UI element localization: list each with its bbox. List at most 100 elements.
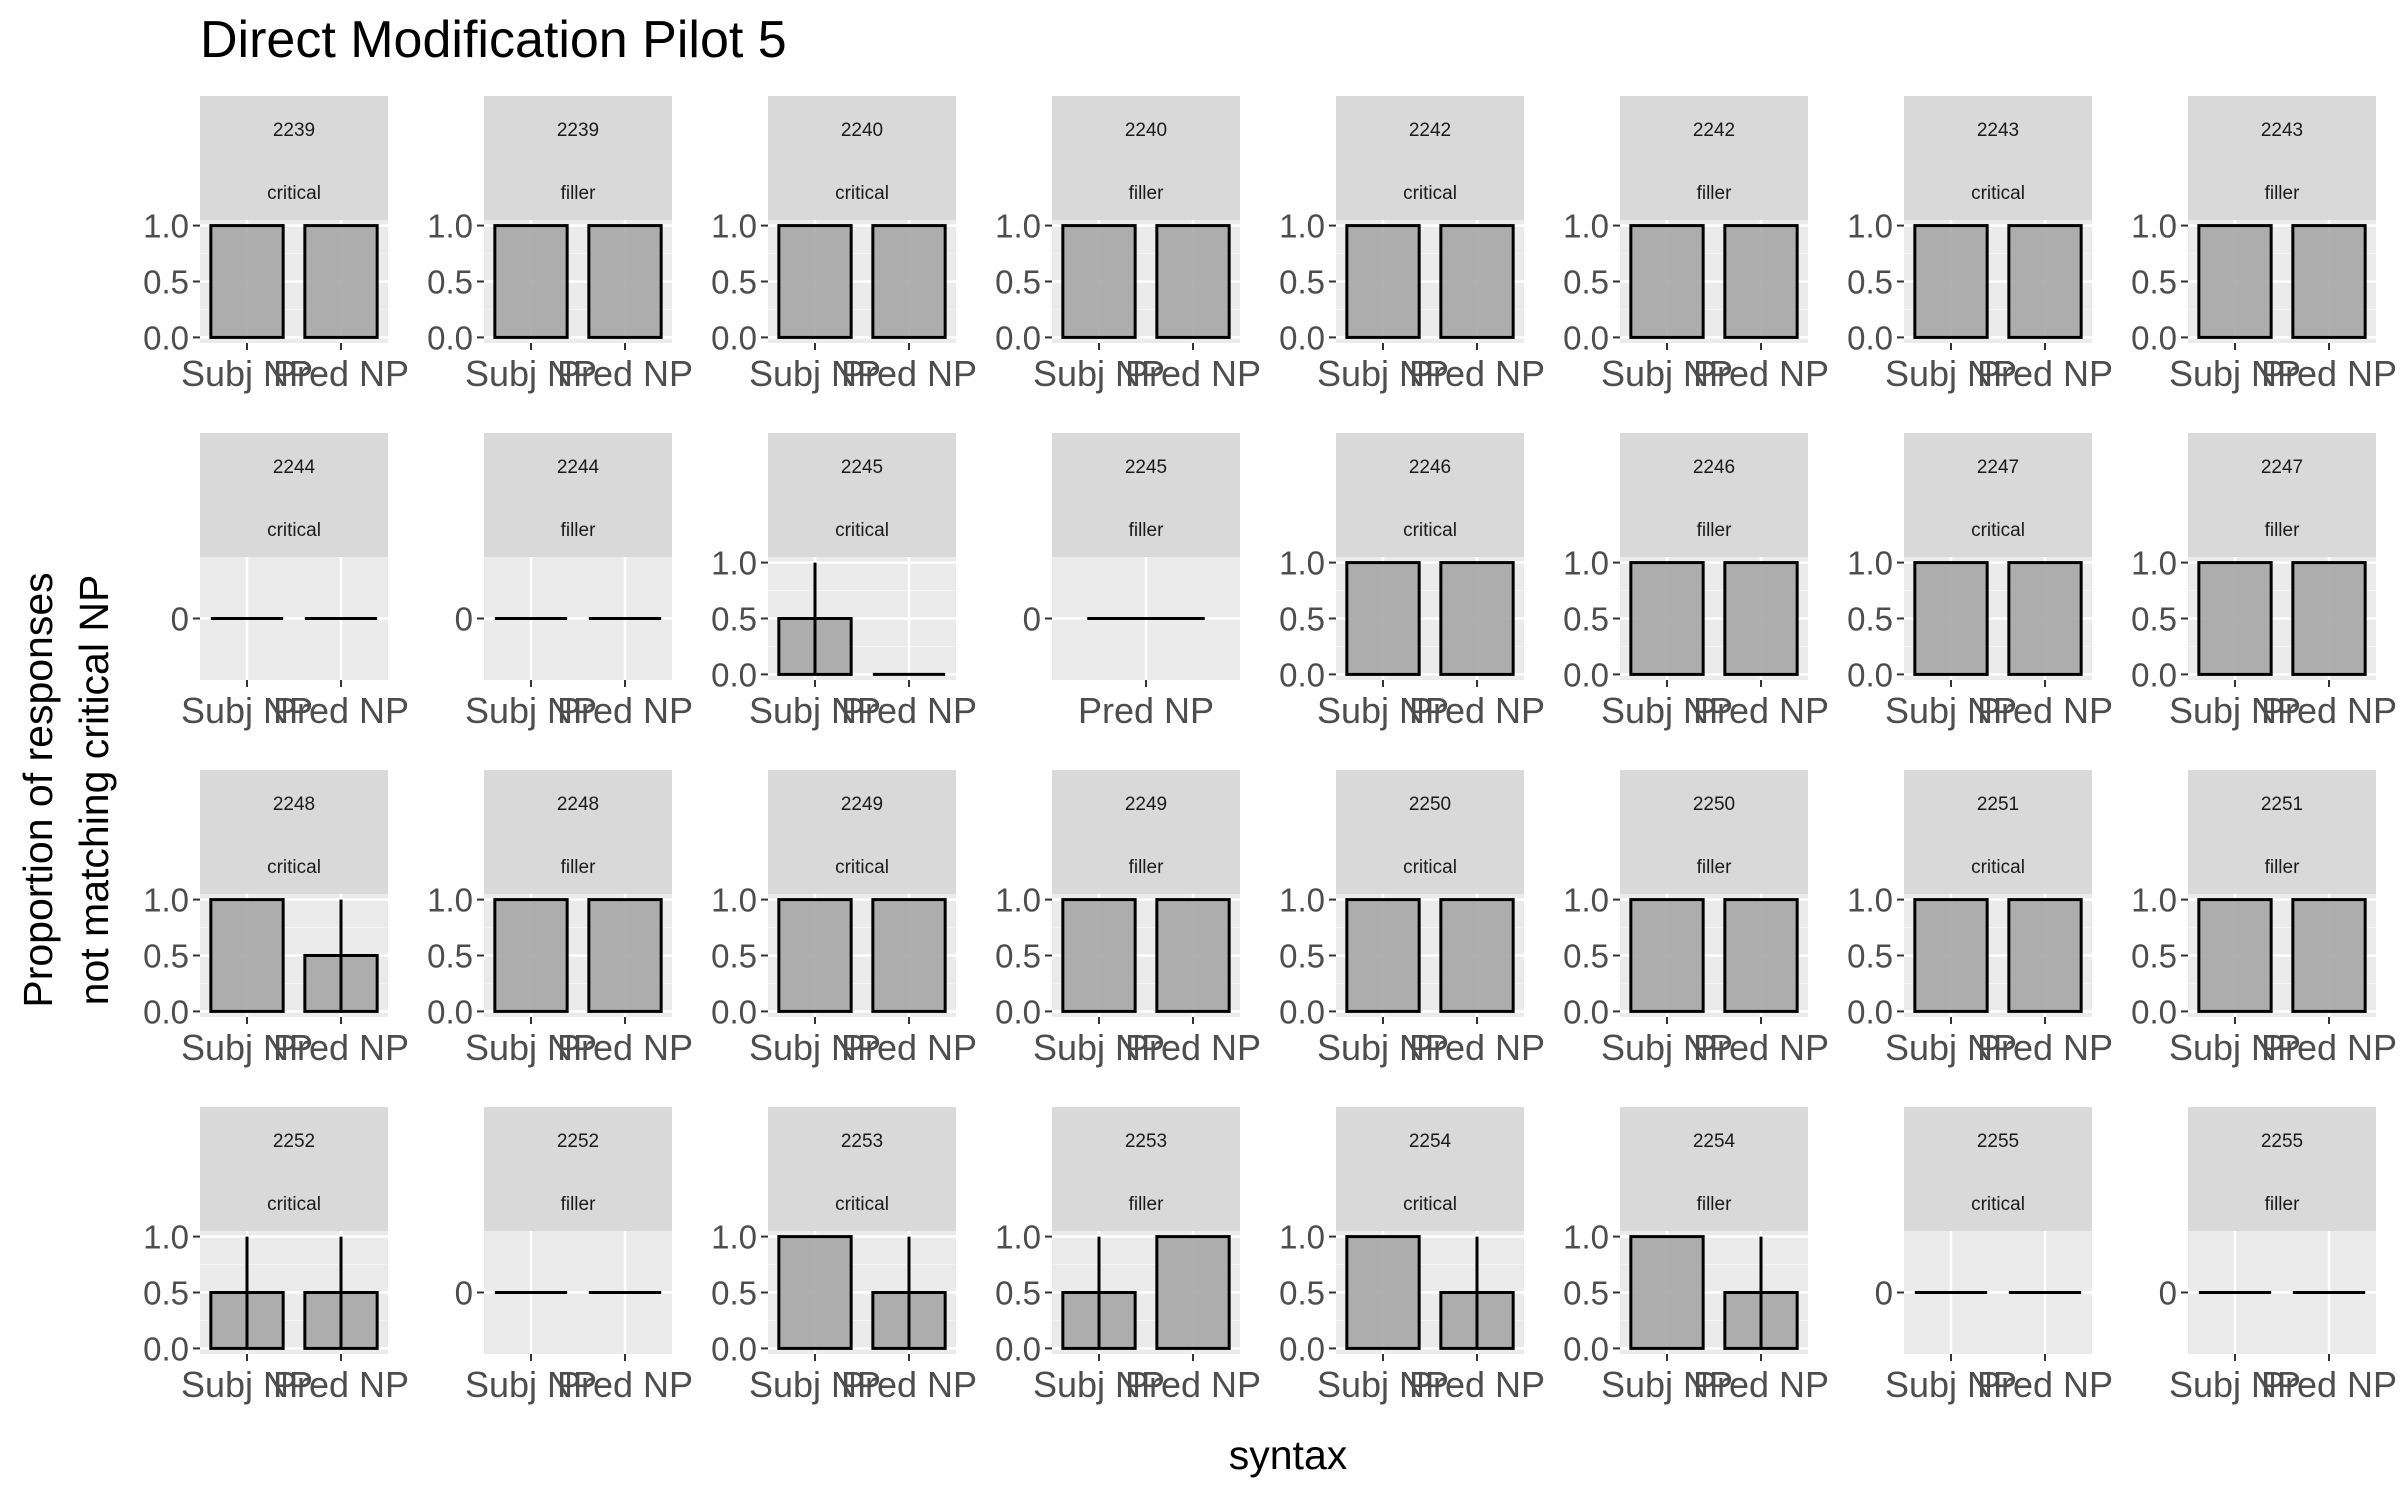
- bar: [2291, 898, 2367, 1013]
- y-tick-label: 0: [1023, 601, 1041, 638]
- facet-strip: [484, 770, 672, 894]
- facet-strip-item-label: 2251: [2261, 794, 2303, 815]
- facet-strip-condition-label: filler: [1697, 520, 1733, 541]
- facet-strip-item-label: 2252: [273, 1131, 315, 1152]
- facet-strip-condition-label: critical: [835, 183, 889, 204]
- x-tick-label: Pred NP: [2261, 353, 2397, 394]
- y-tick-label: 0: [2159, 1275, 2177, 1312]
- y-tick-label: 1.0: [1847, 545, 1893, 582]
- x-tick-label: Pred NP: [273, 1027, 409, 1068]
- facet-strip: [1620, 96, 1808, 220]
- bar: [1913, 224, 1989, 339]
- x-tick-label: Pred NP: [273, 353, 409, 394]
- x-tick-label: Pred NP: [841, 690, 977, 731]
- y-tick-label: 0.0: [143, 993, 189, 1030]
- y-tick-label: 0.0: [1847, 993, 1893, 1030]
- facet-strip-item-label: 2239: [557, 120, 599, 141]
- bar: [1345, 224, 1421, 339]
- bar: [2007, 224, 2083, 339]
- y-tick-label: 0.5: [995, 264, 1041, 301]
- x-tick-label: Subj NP: [749, 1364, 881, 1405]
- x-tick-label: Subj NP: [1601, 353, 1733, 394]
- x-tick-label: Subj NP: [465, 1364, 597, 1405]
- facet-strip: [1904, 1107, 2092, 1231]
- bar: [587, 224, 663, 339]
- facet-strip: [200, 96, 388, 220]
- facet-strip-item-label: 2252: [557, 1131, 599, 1152]
- facet-strip: [1336, 433, 1524, 557]
- y-tick-label: 0.0: [1279, 319, 1325, 356]
- y-tick-label: 1.0: [1563, 208, 1609, 245]
- y-tick-label: 0.0: [427, 993, 473, 1030]
- facet-strip-item-label: 2242: [1409, 120, 1451, 141]
- y-tick-label: 0.0: [995, 1330, 1041, 1367]
- x-tick-label: Subj NP: [1885, 1364, 2017, 1405]
- facet-strip-condition-label: critical: [1971, 520, 2025, 541]
- y-tick-label: 0.5: [995, 1275, 1041, 1312]
- x-tick-label: Pred NP: [841, 1027, 977, 1068]
- bar: [1345, 1235, 1421, 1350]
- x-tick-label: Subj NP: [1317, 690, 1449, 731]
- bar: [493, 898, 569, 1013]
- y-tick-label: 0.5: [427, 938, 473, 975]
- facet-strip: [1620, 1107, 1808, 1231]
- x-tick-label: Subj NP: [181, 1027, 313, 1068]
- y-tick-label: 0.0: [2131, 319, 2177, 356]
- bar: [1061, 224, 1137, 339]
- y-tick-label: 1.0: [2131, 208, 2177, 245]
- facet-strip-item-label: 2243: [1977, 120, 2019, 141]
- bar: [1439, 224, 1515, 339]
- facet-strip-item-label: 2245: [841, 457, 883, 478]
- x-tick-label: Pred NP: [1977, 1364, 2113, 1405]
- facet-strip-item-label: 2251: [1977, 794, 2019, 815]
- y-tick-label: 0.0: [1563, 1330, 1609, 1367]
- bar: [209, 898, 285, 1013]
- bar: [2291, 561, 2367, 676]
- facet-strip-item-label: 2255: [2261, 1131, 2303, 1152]
- y-tick-label: 0.5: [995, 938, 1041, 975]
- x-tick-label: Pred NP: [1409, 1027, 1545, 1068]
- y-tick-label: 1.0: [1279, 545, 1325, 582]
- facet-strip-item-label: 2239: [273, 120, 315, 141]
- facet-strip: [1336, 770, 1524, 894]
- x-tick-label: Subj NP: [749, 353, 881, 394]
- y-tick-label: 1.0: [1279, 208, 1325, 245]
- x-tick-label: Subj NP: [2169, 1027, 2301, 1068]
- facet-strip-condition-label: filler: [1697, 183, 1733, 204]
- facet-strip: [484, 1107, 672, 1231]
- x-tick-label: Pred NP: [557, 353, 693, 394]
- bar: [2197, 224, 2273, 339]
- facet-strip-item-label: 2240: [841, 120, 883, 141]
- x-tick-label: Subj NP: [749, 690, 881, 731]
- facet-strip-item-label: 2250: [1409, 794, 1451, 815]
- x-tick-label: Pred NP: [557, 1027, 693, 1068]
- x-tick-label: Subj NP: [465, 1027, 597, 1068]
- facet-strip-item-label: 2254: [1409, 1131, 1452, 1152]
- facet-strip-item-label: 2247: [2261, 457, 2303, 478]
- y-tick-label: 0.0: [711, 656, 757, 693]
- x-tick-label: Pred NP: [1409, 1364, 1545, 1405]
- facet-strip-condition-label: critical: [1403, 1194, 1457, 1215]
- bar: [493, 224, 569, 339]
- x-tick-label: Subj NP: [1885, 353, 2017, 394]
- bar: [777, 224, 853, 339]
- facet-strip: [1336, 1107, 1524, 1231]
- bar: [209, 224, 285, 339]
- facet-strip-condition-label: critical: [267, 1194, 321, 1215]
- facet-strip-condition-label: filler: [2265, 1194, 2301, 1215]
- bar: [1913, 561, 1989, 676]
- y-tick-label: 0.0: [995, 319, 1041, 356]
- x-tick-label: Pred NP: [841, 353, 977, 394]
- y-tick-label: 0.5: [143, 1275, 189, 1312]
- facet-strip: [1620, 433, 1808, 557]
- x-tick-label: Pred NP: [1693, 1027, 1829, 1068]
- y-tick-label: 0.5: [711, 264, 757, 301]
- facet-strip-condition-label: filler: [1129, 183, 1165, 204]
- facet-strip: [768, 1107, 956, 1231]
- facet-strip-condition-label: filler: [1697, 857, 1733, 878]
- y-tick-label: 0.5: [1563, 1275, 1609, 1312]
- bar: [587, 898, 663, 1013]
- y-tick-label: 0.5: [143, 264, 189, 301]
- facet-strip-item-label: 2249: [1125, 794, 1167, 815]
